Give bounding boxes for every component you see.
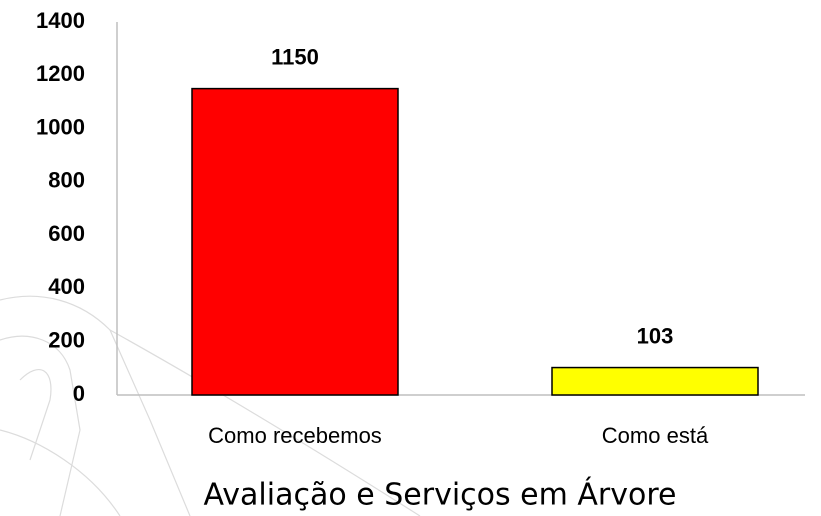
x-tick-label: Como está	[602, 423, 709, 448]
bar	[551, 366, 759, 396]
y-tick-label: 1000	[36, 114, 85, 139]
background-sketch	[0, 295, 421, 516]
x-tick-label: Como recebemos	[208, 423, 382, 448]
y-tick-label: 1200	[36, 61, 85, 86]
chart-title: Avaliação e Serviços em Árvore	[204, 477, 677, 513]
y-tick-label: 600	[48, 221, 85, 246]
y-tick-label: 800	[48, 168, 85, 193]
bar	[191, 87, 399, 396]
value-label: 1150	[271, 44, 319, 69]
y-tick-label: 1400	[36, 8, 85, 33]
y-tick-label: 0	[73, 381, 85, 406]
value-label: 103	[637, 323, 674, 348]
y-tick-label: 400	[48, 274, 85, 299]
y-tick-label: 200	[48, 328, 85, 353]
